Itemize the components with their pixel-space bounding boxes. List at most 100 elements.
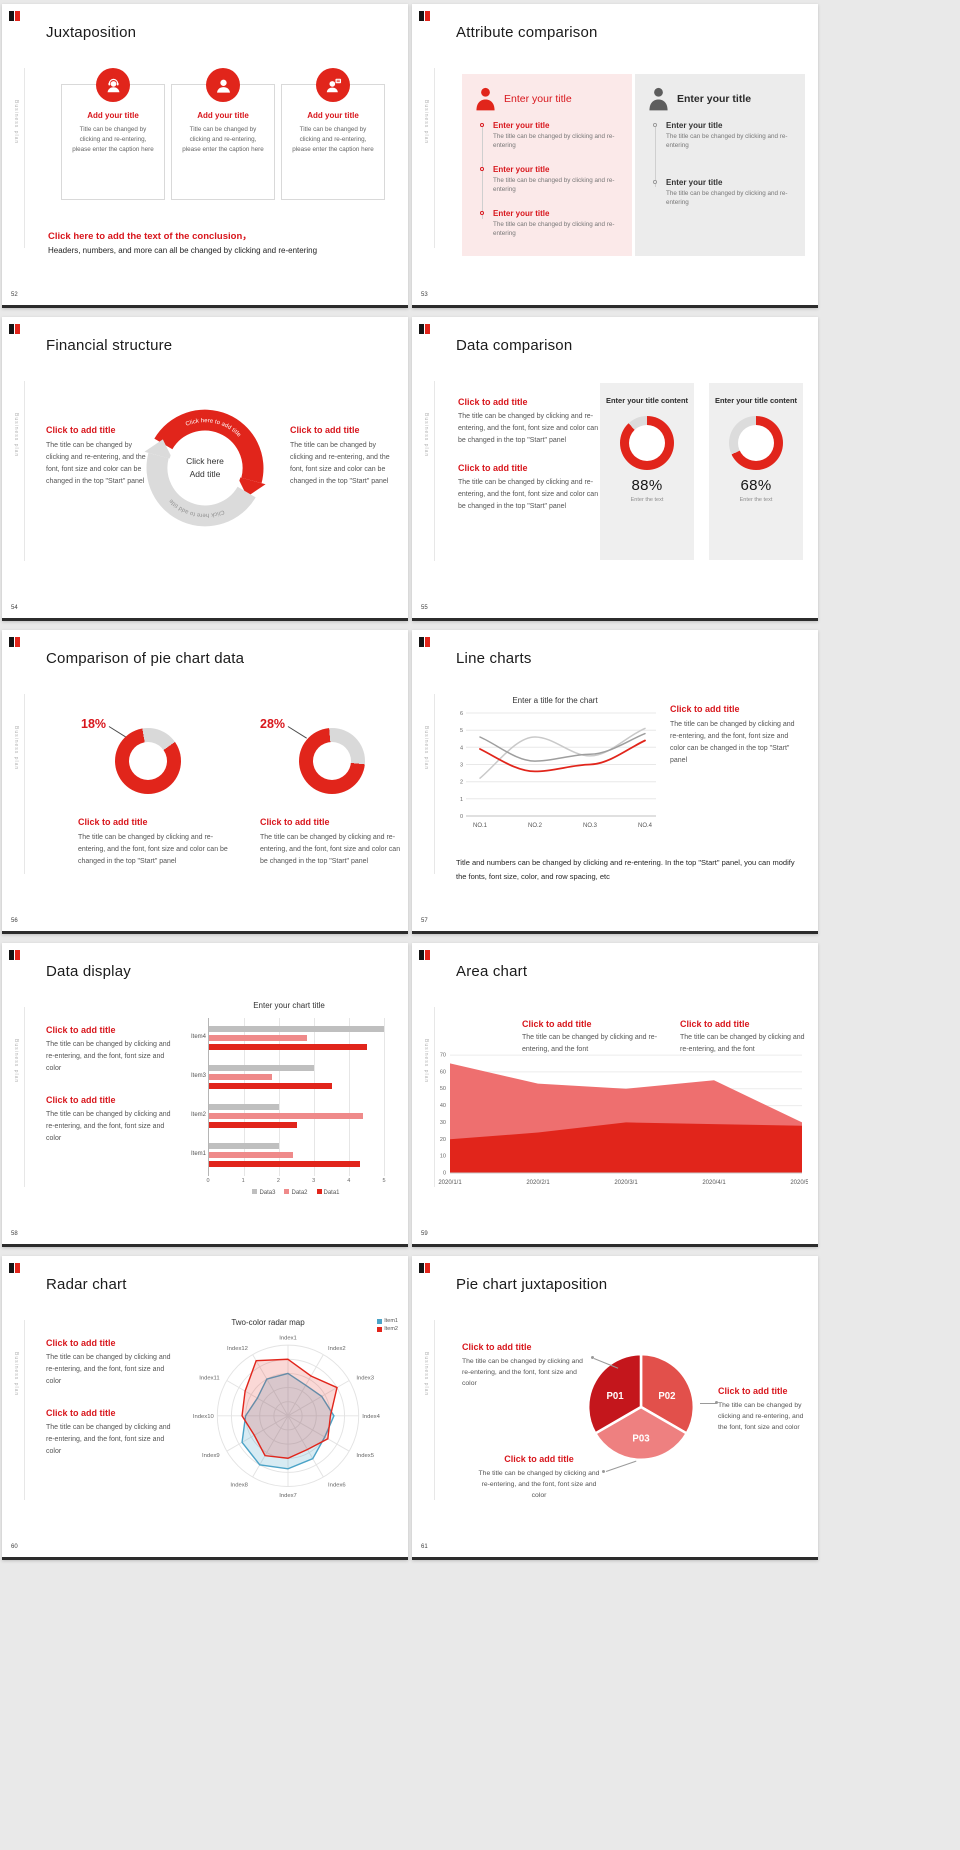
block-body: The title can be changed by clicking and… xyxy=(46,442,146,486)
item-title: Enter your title xyxy=(666,177,723,187)
item-title: Enter your title xyxy=(493,208,550,218)
block-body: The title can be changed by clicking and… xyxy=(718,1402,804,1432)
block-body: The title can be changed by clicking and… xyxy=(260,834,401,866)
block-heading: Click to add title xyxy=(46,425,116,435)
block-body: The title can be changed by clicking and… xyxy=(680,1034,805,1054)
axis-label: Index5 xyxy=(356,1453,374,1459)
legend-swatch-gray xyxy=(252,1189,258,1194)
y-tick: 60 xyxy=(440,1069,446,1075)
radar-chart: Two-color radar map Item1 Item2 Index1 I… xyxy=(178,1318,398,1503)
block-body: The title can be changed by clicking and… xyxy=(458,413,599,445)
card-caption: Enter the text xyxy=(630,496,664,503)
block-body: The title can be changed by clicking and… xyxy=(522,1034,658,1054)
slide-54-financial-structure[interactable]: Business plan Financial structure Click … xyxy=(2,317,408,621)
slide-55-data-comparison[interactable]: Business plan Data comparison Click to a… xyxy=(412,317,818,621)
timeline-item: Enter your title The title can be change… xyxy=(480,121,624,151)
axis-label: Index4 xyxy=(362,1414,380,1420)
category-label: Item4 xyxy=(190,1034,206,1040)
timeline-dot-icon xyxy=(480,166,484,171)
text-block: Click to add title The title can be chan… xyxy=(522,1019,680,1056)
timeline-item: Enter your title The title can be change… xyxy=(480,209,624,239)
page-title: Radar chart xyxy=(46,1276,127,1293)
brand-logo-icon xyxy=(419,637,430,647)
axis-label: Index12 xyxy=(227,1346,248,1352)
x-label: 2020/2/1 xyxy=(526,1180,550,1186)
block-heading: Click to add title xyxy=(290,425,360,435)
timeline-dot-icon xyxy=(480,210,484,215)
gridline xyxy=(244,1018,245,1176)
pie-label: P02 xyxy=(658,1391,675,1402)
brand-logo-icon xyxy=(419,1263,430,1273)
y-tick: 30 xyxy=(440,1120,446,1126)
pie-slice-p03 xyxy=(593,1405,689,1461)
series-dark-gray-line xyxy=(479,732,646,762)
side-divider xyxy=(24,381,25,561)
timeline: Enter your title The title can be change… xyxy=(480,121,624,239)
stat-card[interactable]: Enter your title content 88% Enter the t… xyxy=(600,383,694,560)
item-title: Enter your title xyxy=(493,121,550,130)
category-label: Item3 xyxy=(190,1073,206,1079)
donut-chart-18 xyxy=(115,728,181,794)
side-divider xyxy=(24,694,25,874)
panel-heading: Enter your title xyxy=(504,92,572,105)
text-block: Click to add title The title can be chan… xyxy=(458,463,600,513)
support-agent-icon xyxy=(96,68,130,102)
page-title: Attribute comparison xyxy=(456,24,598,41)
axis-label: Index8 xyxy=(230,1483,248,1489)
callout-percent: 18% xyxy=(81,717,107,731)
comparison-panels: Enter your title Enter your title The ti… xyxy=(462,74,805,256)
item-body: The title can be changed by clicking and… xyxy=(493,176,615,194)
page-title: Pie chart juxtaposition xyxy=(456,1276,608,1293)
text-block-right: Click to add title The title can be chan… xyxy=(290,425,392,488)
conclusion-body: Headers, numbers, and more can all be ch… xyxy=(48,246,318,255)
page-title: Line charts xyxy=(456,650,532,667)
feature-card[interactable]: Add your title Title can be changed by c… xyxy=(61,68,165,200)
x-tick: 2 xyxy=(276,1178,280,1184)
side-divider xyxy=(434,1320,435,1500)
legend-swatch-red xyxy=(377,1326,383,1332)
slide-61-pie-juxtaposition[interactable]: Business plan Pie chart juxtaposition Cl… xyxy=(412,1256,818,1560)
stat-card[interactable]: Enter your title content 68% Enter the t… xyxy=(709,383,803,560)
slide-58-data-display[interactable]: Business plan Data display Click to add … xyxy=(2,943,408,1247)
bar-data1 xyxy=(209,1083,332,1089)
chart-title: Enter your chart title xyxy=(253,1001,325,1010)
card-heading: Add your title xyxy=(197,111,249,120)
slide-59-area-chart[interactable]: Business plan Area chart Click to add ti… xyxy=(412,943,818,1247)
y-tick: 6 xyxy=(460,711,463,717)
card-body: Title can be changed by clicking and re-… xyxy=(72,126,154,153)
person-chat-icon xyxy=(316,68,350,102)
chart-title: Two-color radar map xyxy=(231,1318,305,1327)
side-label: Business plan xyxy=(13,100,19,145)
side-divider xyxy=(434,1007,435,1187)
feature-card[interactable]: Add your title Title can be changed by c… xyxy=(281,68,385,200)
gridline xyxy=(349,1018,350,1176)
legend-swatch-blue xyxy=(377,1318,383,1324)
donut-hole xyxy=(738,424,774,461)
slide-57-line-charts[interactable]: Business plan Line charts Enter a title … xyxy=(412,630,818,934)
slide-53-attribute-comparison[interactable]: Business plan Attribute comparison Enter… xyxy=(412,4,818,308)
connector-dot xyxy=(591,1356,594,1359)
bar-data1 xyxy=(209,1161,360,1167)
feature-card[interactable]: Add your title Title can be changed by c… xyxy=(171,68,275,200)
page-title: Comparison of pie chart data xyxy=(46,650,245,667)
radar-series-item2 xyxy=(241,1358,338,1459)
slide-60-radar-chart[interactable]: Business plan Radar chart Click to add t… xyxy=(2,1256,408,1560)
bar-chart: Enter your chart title Item4 Item3 Item2… xyxy=(182,1001,396,1196)
panel-right[interactable]: Enter your title Enter your title The ti… xyxy=(635,74,805,256)
slide-56-pie-comparison[interactable]: Business plan Comparison of pie chart da… xyxy=(2,630,408,934)
x-axis: 0 1 2 3 4 5 xyxy=(206,1176,385,1185)
bar-data2 xyxy=(209,1113,363,1119)
connector-dot xyxy=(715,1401,718,1404)
panel-left[interactable]: Enter your title Enter your title The ti… xyxy=(462,74,632,256)
page-number: 55 xyxy=(421,605,428,611)
side-label: Business plan xyxy=(423,1352,429,1397)
legend-item: Data2 xyxy=(284,1189,308,1196)
series-red-line xyxy=(479,739,646,773)
gridline xyxy=(279,1018,280,1176)
brand-logo-icon xyxy=(9,1263,20,1273)
slide-52-juxtaposition[interactable]: Business plan Juxtaposition Add your tit… xyxy=(2,4,408,308)
timeline-item: Enter your title The title can be change… xyxy=(653,178,797,208)
area-series-dark xyxy=(450,1122,802,1173)
page-title: Area chart xyxy=(456,963,528,980)
line-chart: Enter a title for the chart 0 1 2 3 4 5 … xyxy=(450,696,660,839)
